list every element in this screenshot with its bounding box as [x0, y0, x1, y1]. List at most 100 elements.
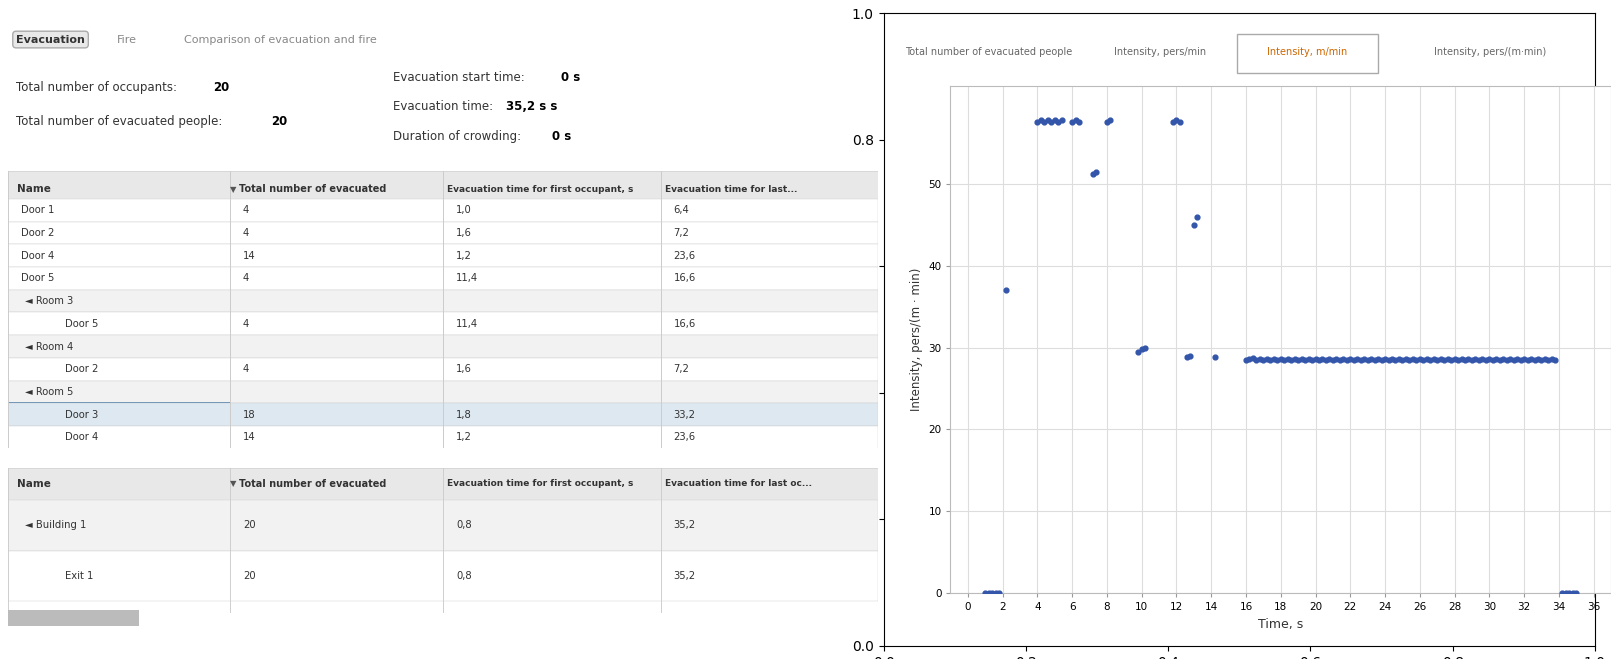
Text: ◄ Room 3: ◄ Room 3 — [26, 296, 74, 306]
Text: Fire: Fire — [116, 34, 137, 45]
Text: Evacuation: Evacuation — [16, 34, 85, 45]
Point — [1097, 115, 1123, 125]
Text: Intensity, m/min: Intensity, m/min — [1268, 47, 1348, 57]
Text: 20: 20 — [243, 520, 256, 530]
Bar — [8, 199, 878, 221]
Point — [1340, 355, 1366, 365]
Text: Total number of evacuated people: Total number of evacuated people — [905, 47, 1073, 57]
Point — [1244, 355, 1269, 365]
Text: 23,6: 23,6 — [673, 432, 696, 442]
Point — [1539, 354, 1564, 364]
Text: ◄ Room 4: ◄ Room 4 — [26, 341, 74, 351]
Point — [1160, 117, 1186, 128]
Text: Comparison of evacuation and fire: Comparison of evacuation and fire — [184, 34, 377, 45]
Point — [1084, 166, 1110, 177]
Text: 16,6: 16,6 — [673, 319, 696, 329]
Point — [1049, 115, 1075, 125]
Text: Total number of occupants:: Total number of occupants: — [16, 80, 180, 94]
Point — [1166, 117, 1192, 128]
Point — [1490, 354, 1516, 364]
Point — [1327, 355, 1353, 365]
Point — [1334, 355, 1360, 365]
Bar — [8, 403, 230, 426]
Bar — [8, 221, 878, 244]
Point — [1400, 354, 1426, 364]
Point — [1493, 355, 1519, 365]
Bar — [8, 244, 878, 267]
Point — [1316, 354, 1342, 364]
Bar — [8, 500, 878, 550]
Text: 4: 4 — [243, 206, 250, 215]
Text: Evacuation start time:: Evacuation start time: — [393, 71, 528, 84]
FancyBboxPatch shape — [1237, 34, 1377, 73]
Point — [1133, 342, 1158, 353]
Text: Door 1: Door 1 — [21, 206, 55, 215]
Text: Door 2: Door 2 — [21, 228, 55, 238]
Text: Total number of evacuated: Total number of evacuated — [238, 479, 387, 489]
Text: 18: 18 — [243, 410, 256, 420]
Point — [1431, 355, 1456, 365]
Point — [1268, 354, 1294, 364]
Text: ▼: ▼ — [230, 185, 237, 194]
Point — [1202, 352, 1228, 362]
Text: 1,2: 1,2 — [456, 251, 472, 261]
Text: 11,4: 11,4 — [456, 319, 478, 329]
Text: 20: 20 — [272, 115, 288, 129]
Point — [1278, 355, 1303, 365]
Point — [1174, 352, 1200, 362]
Point — [1385, 354, 1411, 364]
Point — [1066, 117, 1092, 128]
Bar — [8, 290, 878, 312]
Point — [1079, 169, 1105, 179]
Point — [1265, 355, 1290, 365]
Point — [1397, 355, 1423, 365]
Point — [1390, 355, 1416, 365]
Point — [1424, 355, 1450, 365]
Text: 7,2: 7,2 — [673, 228, 690, 238]
Point — [1298, 355, 1324, 365]
Point — [1553, 588, 1579, 598]
Point — [1337, 354, 1363, 364]
Text: ◄ Room 5: ◄ Room 5 — [26, 387, 74, 397]
Bar — [8, 403, 878, 426]
Bar — [8, 171, 878, 199]
Point — [1046, 117, 1071, 128]
Point — [1352, 354, 1377, 364]
Point — [1094, 117, 1120, 128]
Point — [1261, 354, 1287, 364]
Point — [1456, 354, 1482, 364]
Point — [1274, 354, 1300, 364]
Text: Door 5: Door 5 — [64, 319, 98, 329]
Point — [1369, 355, 1395, 365]
Point — [1514, 355, 1540, 365]
Text: 4: 4 — [243, 273, 250, 283]
Text: ◄ Building 1: ◄ Building 1 — [26, 520, 87, 530]
Point — [1031, 117, 1057, 128]
Point — [1240, 353, 1266, 364]
Point — [1253, 354, 1279, 364]
Point — [1355, 355, 1381, 365]
Point — [1163, 115, 1189, 125]
Point — [1435, 354, 1461, 364]
Text: 11,4: 11,4 — [456, 273, 478, 283]
Point — [1481, 355, 1506, 365]
Point — [1476, 354, 1501, 364]
Text: Evacuation time for first occupant, s: Evacuation time for first occupant, s — [448, 185, 633, 194]
Point — [1028, 115, 1054, 125]
Point — [1361, 355, 1387, 365]
Point — [983, 588, 1008, 598]
Text: Duration of crowding:: Duration of crowding: — [393, 130, 525, 143]
Point — [1442, 354, 1468, 364]
Point — [1237, 354, 1263, 364]
Point — [1421, 354, 1447, 364]
Point — [1379, 354, 1405, 364]
Point — [1292, 355, 1318, 365]
Bar — [8, 468, 878, 500]
Text: 4: 4 — [243, 228, 250, 238]
Point — [1126, 347, 1152, 357]
Point — [1319, 355, 1345, 365]
Point — [1184, 212, 1210, 222]
Text: Evacuation time for last oc...: Evacuation time for last oc... — [665, 479, 812, 488]
Bar — [8, 381, 878, 403]
Text: 4: 4 — [243, 364, 250, 374]
